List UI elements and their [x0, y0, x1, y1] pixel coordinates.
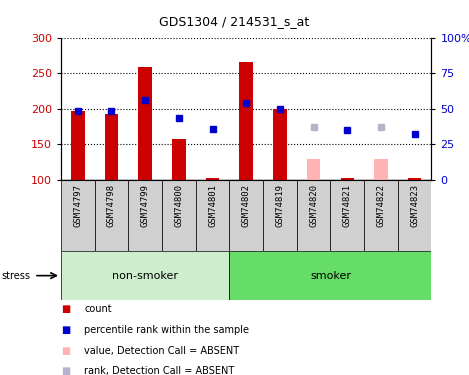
- Bar: [229, 180, 263, 251]
- Text: GSM74801: GSM74801: [208, 184, 217, 226]
- Text: stress: stress: [2, 271, 30, 280]
- Bar: [138, 67, 152, 180]
- Bar: [340, 178, 354, 180]
- Bar: [61, 251, 229, 300]
- Text: count: count: [84, 304, 112, 314]
- Text: GSM74800: GSM74800: [174, 184, 183, 226]
- Text: ■: ■: [61, 346, 70, 355]
- Bar: [240, 62, 253, 180]
- Bar: [398, 180, 431, 251]
- Text: ■: ■: [61, 325, 70, 335]
- Bar: [162, 180, 196, 251]
- Bar: [61, 180, 95, 251]
- Bar: [307, 159, 320, 180]
- Text: GDS1304 / 214531_s_at: GDS1304 / 214531_s_at: [159, 15, 310, 28]
- Bar: [229, 251, 431, 300]
- Text: GSM74822: GSM74822: [377, 184, 386, 226]
- Text: GSM74820: GSM74820: [309, 184, 318, 226]
- Bar: [129, 180, 162, 251]
- Bar: [273, 109, 287, 180]
- Text: ■: ■: [61, 304, 70, 314]
- Bar: [364, 180, 398, 251]
- Bar: [71, 111, 84, 180]
- Bar: [331, 180, 364, 251]
- Text: rank, Detection Call = ABSENT: rank, Detection Call = ABSENT: [84, 366, 234, 375]
- Bar: [297, 180, 331, 251]
- Bar: [263, 180, 297, 251]
- Bar: [206, 178, 219, 180]
- Text: ■: ■: [61, 366, 70, 375]
- Text: smoker: smoker: [310, 271, 351, 280]
- Text: GSM74823: GSM74823: [410, 184, 419, 226]
- Bar: [374, 159, 388, 180]
- Text: GSM74799: GSM74799: [141, 184, 150, 226]
- Text: GSM74819: GSM74819: [275, 184, 284, 226]
- Bar: [95, 180, 129, 251]
- Text: non-smoker: non-smoker: [112, 271, 178, 280]
- Bar: [408, 178, 421, 180]
- Text: GSM74797: GSM74797: [73, 184, 83, 226]
- Text: GSM74821: GSM74821: [343, 184, 352, 226]
- Bar: [196, 180, 229, 251]
- Text: GSM74802: GSM74802: [242, 184, 251, 226]
- Bar: [172, 139, 186, 180]
- Text: value, Detection Call = ABSENT: value, Detection Call = ABSENT: [84, 346, 240, 355]
- Bar: [105, 114, 118, 180]
- Text: GSM74798: GSM74798: [107, 184, 116, 226]
- Text: percentile rank within the sample: percentile rank within the sample: [84, 325, 250, 335]
